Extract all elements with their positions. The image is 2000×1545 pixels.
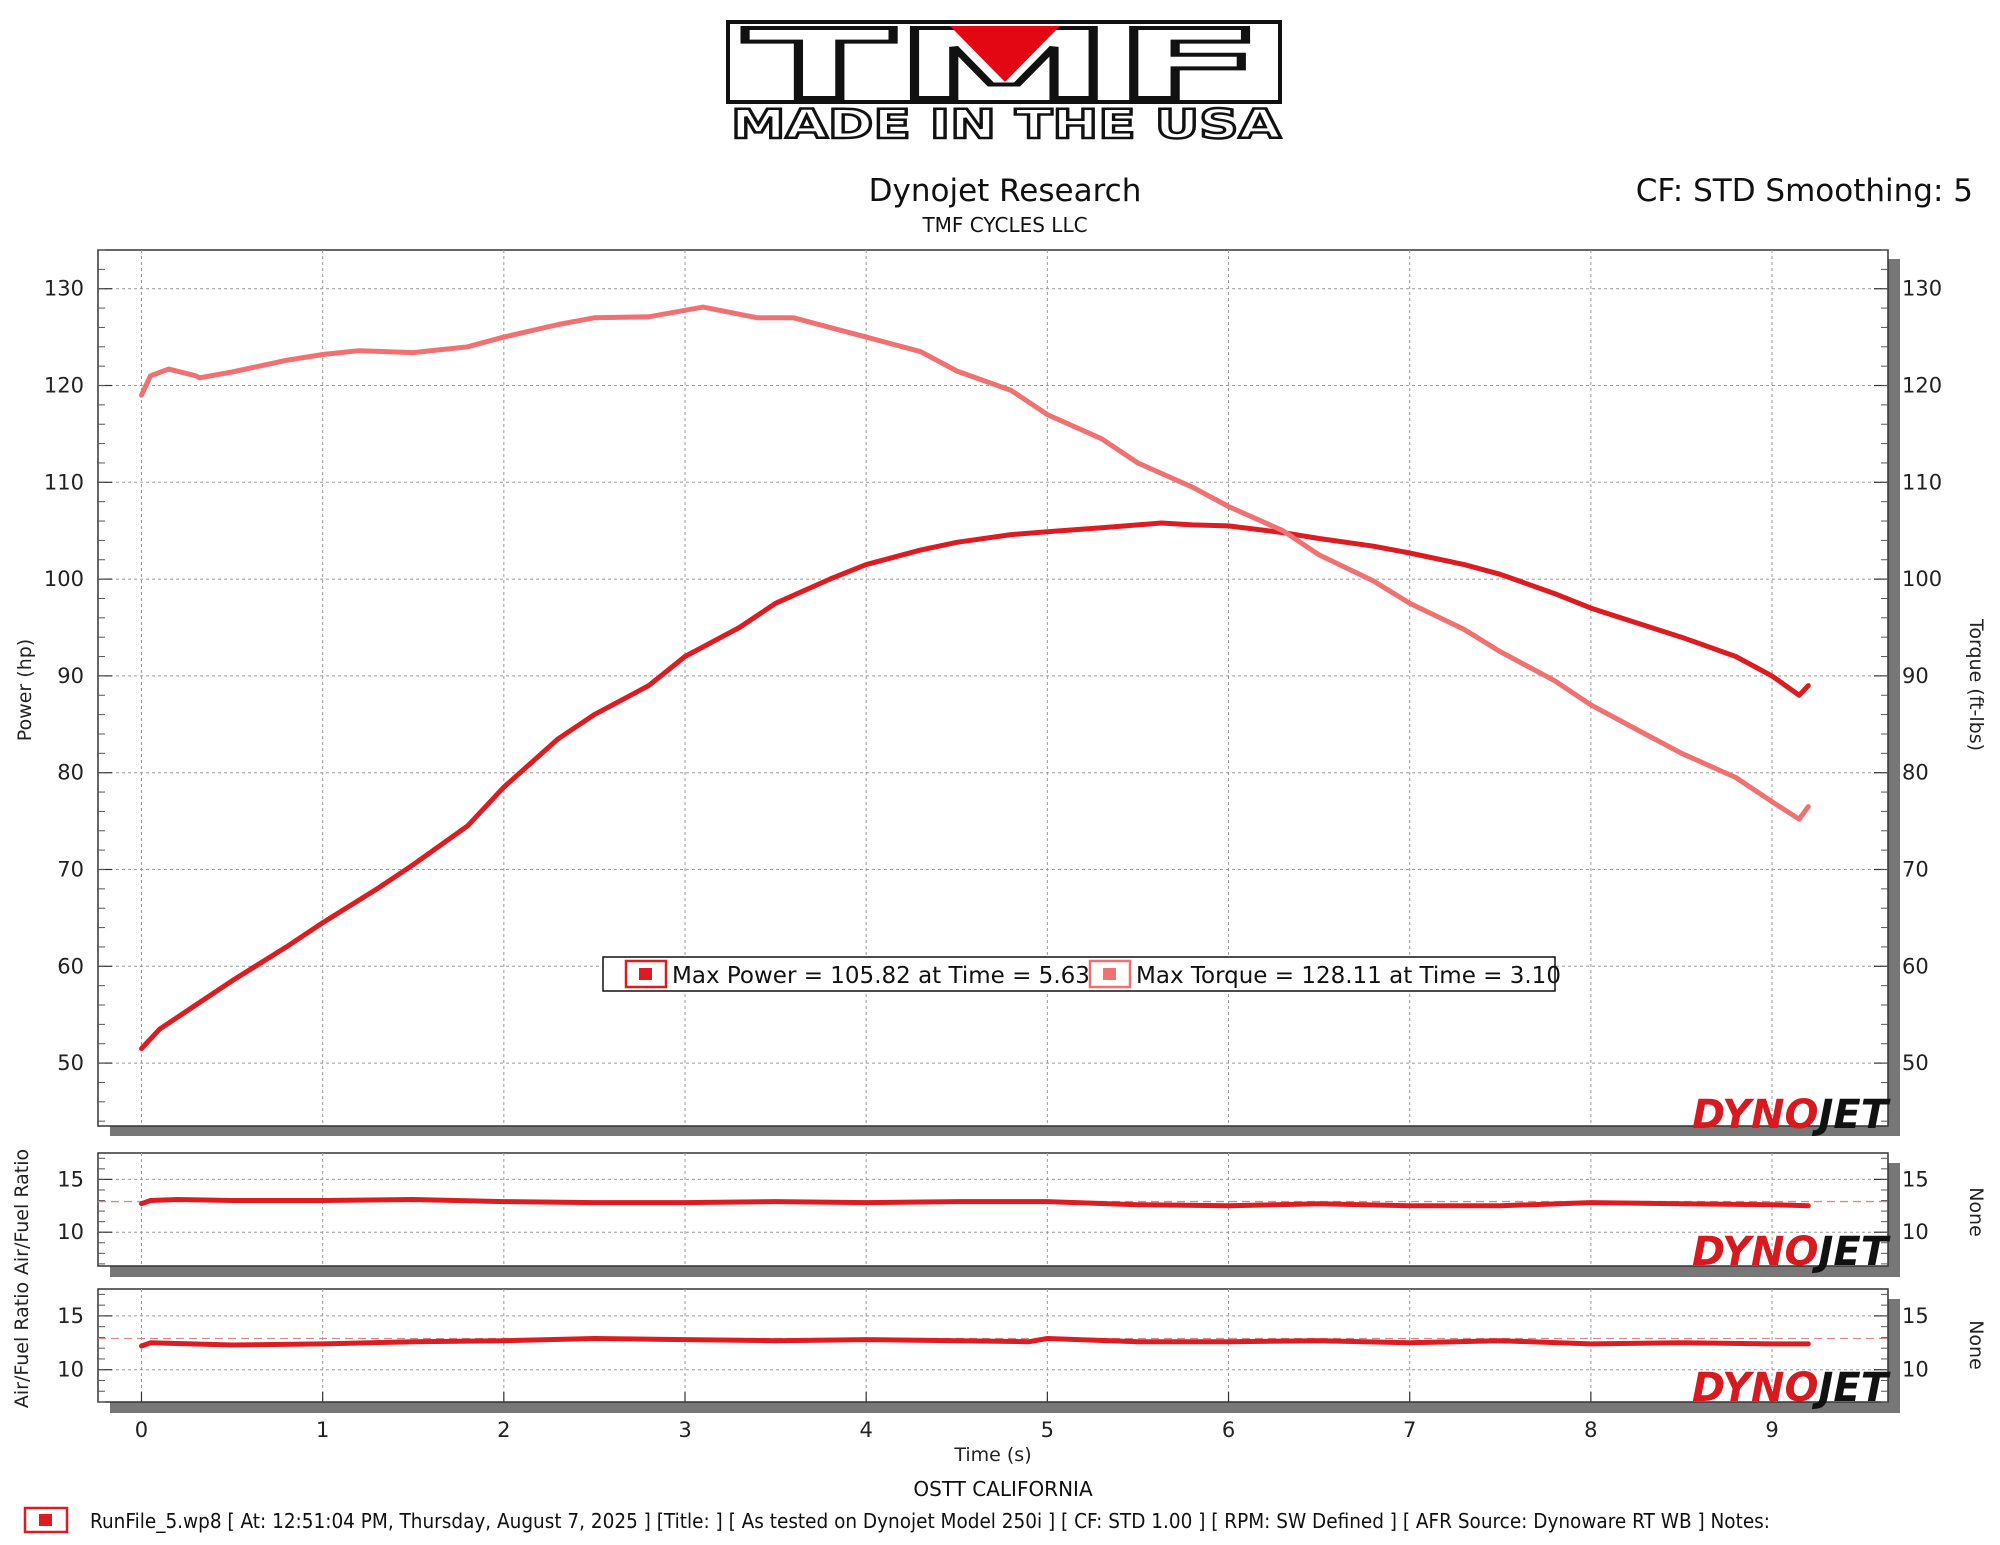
y-tick-label-left: 15 [57,1304,84,1328]
y-tick-label-right: 60 [1902,954,1929,978]
torque-series-line [139,304,1811,822]
legend: Max Power = 105.82 at Time = 5.63 Max To… [602,956,1561,992]
y-tick-label-left: 10 [57,1358,84,1382]
torque-axis-label: Torque (ft-lbs) [1965,618,1987,751]
logo-red-triangle [950,26,1060,82]
afr-right-label-2: None [1965,1320,1987,1370]
footer-run-info: RunFile_5.wp8 [ At: 12:51:04 PM, Thursda… [90,1509,1770,1533]
watermark-dyno: DYNO [1692,1229,1819,1275]
y-tick-label-right: 100 [1902,567,1942,591]
y-tick-label-left: 80 [57,761,84,785]
x-tick-label: 4 [859,1418,872,1442]
x-tick-label: 6 [1222,1418,1235,1442]
dynojet-watermark-2: DYNOJET [1692,1229,1891,1275]
power-series-line [139,520,1811,1052]
watermark-jet: JET [1812,1365,1891,1411]
y-tick-label-left: 10 [57,1220,84,1244]
afr-panel-2 [97,1288,1900,1413]
afr-axis-label-1: Air/Fuel Ratio [11,1149,33,1275]
afr-grid-2 [98,1289,1888,1403]
power-panel [97,249,1900,1136]
y-tick-label-right: 110 [1902,470,1942,494]
afr-grid-1 [98,1153,1888,1266]
x-tick-label: 1 [316,1418,329,1442]
tmf-logo: TMF MADE IN THE USA [726,7,1282,149]
y-tick-label-left: 130 [44,277,84,301]
y-tick-label-left: 110 [44,470,84,494]
afr-series-line [139,1336,1811,1349]
y-tick-label-right: 90 [1902,664,1929,688]
x-tick-label: 7 [1403,1418,1416,1442]
correction-factor: CF: STD Smoothing: 5 [1636,173,1973,209]
afr-panel-1 [97,1152,1900,1277]
afr-right-label-1: None [1965,1187,1987,1237]
svg-text:DYNOJET: DYNOJET [1692,1092,1891,1138]
y-tick-label-left: 50 [57,1051,84,1075]
series-marks [139,304,1811,1349]
y-tick-label-right: 10 [1902,1220,1929,1244]
x-tick-label: 0 [135,1418,148,1442]
y-tick-label-right: 70 [1902,857,1929,881]
watermark-dyno: DYNO [1692,1365,1819,1411]
afr-axis-label-2: Air/Fuel Ratio [11,1282,33,1408]
svg-text:DYNOJET: DYNOJET [1692,1365,1891,1411]
y-tick-label-right: 10 [1902,1358,1929,1382]
legend-torque-label: Max Torque = 128.11 at Time = 3.10 [1136,963,1561,989]
svg-text:DYNOJET: DYNOJET [1692,1229,1891,1275]
dynojet-watermark-1: DYNOJET [1692,1092,1891,1138]
run-file-icon [23,1506,69,1534]
y-tick-label-left: 60 [57,954,84,978]
y-tick-label-right: 15 [1902,1304,1929,1328]
y-tick-label-left: 70 [57,857,84,881]
watermark-dyno: DYNO [1692,1092,1819,1138]
y-tick-label-left: 120 [44,374,84,398]
x-tick-label: 3 [678,1418,691,1442]
power-axis-label: Power (hp) [14,639,36,741]
footer-location: OSTT CALIFORNIA [913,1477,1093,1501]
dynojet-watermark-3: DYNOJET [1692,1365,1891,1411]
x-tick-label: 2 [497,1418,510,1442]
time-axis-label: Time (s) [953,1444,1031,1466]
y-tick-label-left: 15 [57,1167,84,1191]
x-tick-label: 5 [1041,1418,1054,1442]
y-tick-label-left: 100 [44,567,84,591]
y-tick-label-right: 80 [1902,761,1929,785]
x-tick-label: 8 [1584,1418,1597,1442]
logo-tagline: MADE IN THE USA [731,102,1281,148]
afr-series-line [139,1197,1811,1209]
y-tick-label-right: 120 [1902,374,1942,398]
watermark-jet: JET [1812,1092,1891,1138]
y-tick-label-left: 90 [57,664,84,688]
chart-title: Dynojet Research [869,173,1142,209]
y-tick-label-right: 50 [1902,1051,1929,1075]
y-tick-label-right: 15 [1902,1167,1929,1191]
legend-power-label: Max Power = 105.82 at Time = 5.63 [672,963,1090,989]
watermark-jet: JET [1812,1229,1891,1275]
y-tick-label-right: 130 [1902,277,1942,301]
power-grid [98,249,1888,1126]
chart-subtitle: TMF CYCLES LLC [921,213,1087,237]
x-tick-label: 9 [1765,1418,1778,1442]
